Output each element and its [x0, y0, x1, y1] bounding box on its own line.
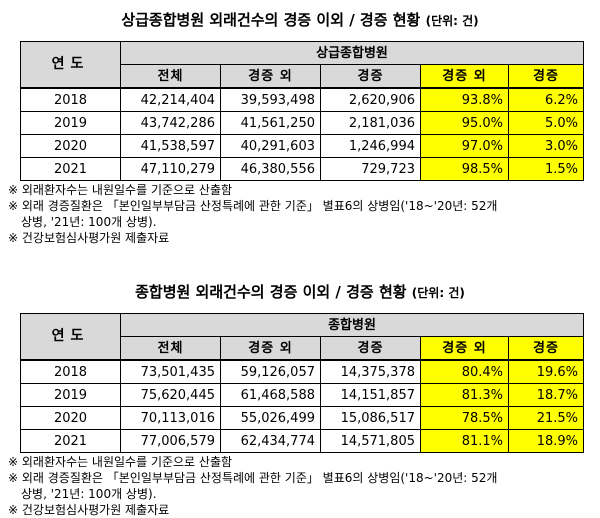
- non-mild-cell: 61,468,588: [220, 383, 321, 407]
- header-row-1: 연도 종합병원: [20, 313, 585, 361]
- data-table: 연도 상급종합병원 전체 경증 외 경증 경증 외 경증 2018 42,214…: [20, 41, 585, 181]
- mild-cell: 14,375,378: [320, 359, 421, 384]
- total-cell: 41,538,597: [120, 134, 221, 158]
- footnotes: ※ 외래환자수는 내원일수를 기준으로 산출함 ※ 외래 경증질환은 「본인일부…: [8, 454, 593, 518]
- non-mild-cell: 39,593,498: [220, 87, 321, 112]
- total-cell: 77,006,579: [120, 429, 221, 453]
- footnote: ※ 건강보험심사평가원 제출자료: [8, 231, 170, 245]
- table-row: 2019 43,742,286 41,561,250 2,181,036 95.…: [20, 111, 585, 135]
- non-mild-pct-cell: 78.5%: [420, 406, 509, 430]
- table-row: 2020 70,113,016 55,026,499 15,086,517 78…: [20, 406, 585, 430]
- unit-text: (단위: 건): [411, 286, 465, 300]
- header-row-2: 전체 경증 외 경증 경증 외 경증: [21, 336, 585, 361]
- column-header-total: 전체: [120, 336, 221, 361]
- title-text: 종합병원 외래건수의 경증 이외 / 경증 현황: [135, 283, 407, 301]
- non-mild-pct-cell: 97.0%: [420, 134, 509, 158]
- non-mild-pct-cell: 95.0%: [420, 111, 509, 135]
- non-mild-pct-cell: 98.5%: [420, 157, 509, 181]
- column-header-mild: 경증: [320, 64, 421, 89]
- section-title: 종합병원 외래건수의 경증 이외 / 경증 현황 (단위: 건): [0, 282, 600, 302]
- year-cell: 2019: [20, 383, 121, 407]
- footnote: 상병, '21년: 100개 상병).: [21, 487, 157, 501]
- mild-pct-cell: 5.0%: [507, 111, 585, 135]
- year-column-header: 연도: [20, 313, 121, 361]
- mild-pct-cell: 18.7%: [507, 383, 585, 407]
- mild-cell: 729,723: [320, 157, 421, 181]
- footnote: ※ 건강보험심사평가원 제출자료: [8, 503, 170, 517]
- mild-cell: 14,571,805: [320, 429, 421, 453]
- footnote: 상병, '21년: 100개 상병).: [21, 215, 157, 229]
- year-cell: 2018: [20, 87, 121, 112]
- column-header-non-mild: 경증 외: [220, 336, 321, 361]
- column-header-non-mild-pct: 경증 외: [420, 64, 509, 89]
- table-row: 2021 47,110,279 46,380,556 729,723 98.5%…: [20, 157, 585, 181]
- table-row: 2018 42,214,404 39,593,498 2,620,906 93.…: [20, 87, 585, 112]
- section-title: 상급종합병원 외래건수의 경증 이외 / 경증 현황 (단위: 건): [0, 10, 600, 30]
- table-row: 2019 75,620,445 61,468,588 14,151,857 81…: [20, 383, 585, 407]
- column-header-mild-pct: 경증: [507, 64, 585, 89]
- mild-cell: 2,181,036: [320, 111, 421, 135]
- non-mild-cell: 41,561,250: [220, 111, 321, 135]
- mild-pct-cell: 18.9%: [507, 429, 585, 453]
- year-column-header: 연도: [20, 41, 121, 89]
- table-row: 2021 77,006,579 62,434,774 14,571,805 81…: [20, 429, 585, 453]
- total-cell: 47,110,279: [120, 157, 221, 181]
- total-cell: 43,742,286: [120, 111, 221, 135]
- mild-cell: 1,246,994: [320, 134, 421, 158]
- non-mild-pct-cell: 80.4%: [420, 359, 509, 384]
- group-header: 상급종합병원: [119, 41, 585, 65]
- non-mild-pct-cell: 81.1%: [420, 429, 509, 453]
- mild-pct-cell: 6.2%: [507, 87, 585, 112]
- total-cell: 75,620,445: [120, 383, 221, 407]
- year-cell: 2019: [20, 111, 121, 135]
- non-mild-pct-cell: 81.3%: [420, 383, 509, 407]
- footnote: ※ 외래 경증질환은 「본인일부부담금 산정특례에 관한 기준」 별표6의 상병…: [8, 471, 498, 485]
- footnote: ※ 외래 경증질환은 「본인일부부담금 산정특례에 관한 기준」 별표6의 상병…: [8, 199, 498, 213]
- column-header-mild-pct: 경증: [507, 336, 585, 361]
- title-text: 상급종합병원 외래건수의 경증 이외 / 경증 현황: [121, 11, 421, 29]
- column-header-total: 전체: [120, 64, 221, 89]
- non-mild-cell: 46,380,556: [220, 157, 321, 181]
- year-cell: 2020: [20, 134, 121, 158]
- footnote: ※ 외래환자수는 내원일수를 기준으로 산출함: [8, 455, 233, 469]
- table-row: 2018 73,501,435 59,126,057 14,375,378 80…: [20, 359, 585, 384]
- group-header: 종합병원: [119, 313, 585, 337]
- mild-cell: 15,086,517: [320, 406, 421, 430]
- column-header-non-mild-pct: 경증 외: [420, 336, 509, 361]
- footnotes: ※ 외래환자수는 내원일수를 기준으로 산출함 ※ 외래 경증질환은 「본인일부…: [8, 182, 593, 246]
- year-cell: 2018: [20, 359, 121, 384]
- non-mild-cell: 40,291,603: [220, 134, 321, 158]
- total-cell: 42,214,404: [120, 87, 221, 112]
- year-cell: 2020: [20, 406, 121, 430]
- non-mild-cell: 55,026,499: [220, 406, 321, 430]
- non-mild-cell: 62,434,774: [220, 429, 321, 453]
- mild-pct-cell: 1.5%: [507, 157, 585, 181]
- total-cell: 73,501,435: [120, 359, 221, 384]
- mild-pct-cell: 3.0%: [507, 134, 585, 158]
- column-header-mild: 경증: [320, 336, 421, 361]
- year-cell: 2021: [20, 429, 121, 453]
- year-cell: 2021: [20, 157, 121, 181]
- total-cell: 70,113,016: [120, 406, 221, 430]
- header-row-1: 연도 상급종합병원: [20, 41, 585, 89]
- unit-text: (단위: 건): [425, 14, 479, 28]
- column-header-non-mild: 경증 외: [220, 64, 321, 89]
- data-table: 연도 종합병원 전체 경증 외 경증 경증 외 경증 2018 73,501,4…: [20, 313, 585, 453]
- mild-pct-cell: 19.6%: [507, 359, 585, 384]
- mild-cell: 14,151,857: [320, 383, 421, 407]
- mild-cell: 2,620,906: [320, 87, 421, 112]
- mild-pct-cell: 21.5%: [507, 406, 585, 430]
- footnote: ※ 외래환자수는 내원일수를 기준으로 산출함: [8, 183, 233, 197]
- table-row: 2020 41,538,597 40,291,603 1,246,994 97.…: [20, 134, 585, 158]
- non-mild-pct-cell: 93.8%: [420, 87, 509, 112]
- non-mild-cell: 59,126,057: [220, 359, 321, 384]
